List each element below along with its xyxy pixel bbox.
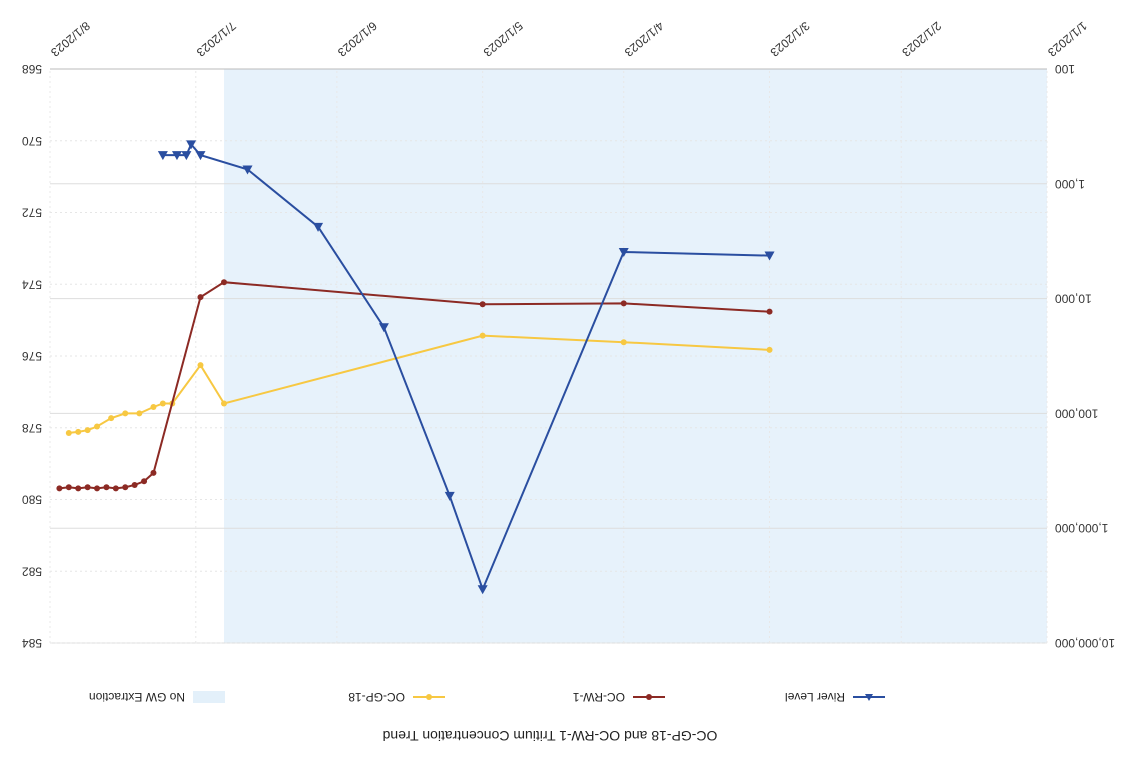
right-tick-label: 582 xyxy=(22,564,42,578)
right-tick-label: 576 xyxy=(22,349,42,363)
data-point xyxy=(141,478,148,485)
x-tick-label: 4/1/2023 xyxy=(622,19,667,60)
right-tick-label: 568 xyxy=(22,62,42,76)
legend-label: OC-GP-18 xyxy=(348,690,405,704)
data-point xyxy=(477,585,488,595)
data-point xyxy=(618,247,629,257)
data-point xyxy=(197,294,204,301)
data-point xyxy=(221,400,228,407)
data-point xyxy=(479,332,486,339)
x-tick-label: 1/1/2023 xyxy=(1045,19,1090,60)
legend-marker xyxy=(865,694,873,701)
data-point xyxy=(56,485,63,492)
data-point xyxy=(764,251,775,261)
legend-marker xyxy=(426,694,432,700)
x-tick-label: 5/1/2023 xyxy=(480,19,525,60)
data-point xyxy=(103,484,110,491)
data-point xyxy=(75,428,82,435)
x-tick-label: 7/1/2023 xyxy=(194,19,239,60)
legend-marker xyxy=(646,694,652,700)
data-point xyxy=(242,165,253,175)
data-point xyxy=(171,151,182,161)
x-tick-label: 6/1/2023 xyxy=(335,19,380,60)
data-point xyxy=(197,362,204,369)
left-tick-label: 100 xyxy=(1055,62,1075,76)
data-point xyxy=(479,301,486,308)
legend-item-no-gw-extraction: No GW Extraction xyxy=(89,690,225,704)
data-point xyxy=(221,279,228,286)
left-tick-label: 10,000,000 xyxy=(1055,636,1115,650)
legend-label: River Level xyxy=(785,690,845,704)
data-point xyxy=(181,151,192,161)
data-point xyxy=(84,427,91,434)
data-point xyxy=(84,484,91,491)
right-tick-label: 578 xyxy=(22,421,42,435)
data-point xyxy=(122,410,129,417)
data-point xyxy=(131,481,138,488)
data-point xyxy=(766,346,773,353)
right-tick-label: 574 xyxy=(22,277,42,291)
data-point xyxy=(378,323,389,333)
chart-title: OC-GP-18 and OC-RW-1 Tritium Concentrati… xyxy=(383,728,718,744)
left-tick-label: 1,000 xyxy=(1055,177,1085,191)
data-point xyxy=(65,429,72,436)
legend-item-river-level: River Level xyxy=(785,690,885,704)
legend-item-oc-rw-1: OC-RW-1 xyxy=(572,690,665,704)
data-point xyxy=(150,404,157,411)
x-tick-label: 8/1/2023 xyxy=(48,19,93,60)
data-point xyxy=(186,140,197,150)
data-point xyxy=(75,485,82,492)
data-point xyxy=(313,222,324,232)
left-tick-label: 1,000,000 xyxy=(1055,521,1109,535)
data-point xyxy=(108,415,115,422)
right-tick-label: 580 xyxy=(22,493,42,507)
legend-swatch xyxy=(193,691,225,703)
data-point xyxy=(65,484,72,491)
data-point xyxy=(444,491,455,501)
legend-label: OC-RW-1 xyxy=(572,690,625,704)
series-line-oc-rw-1 xyxy=(59,281,770,490)
data-point xyxy=(150,469,157,476)
left-tick-label: 10,000 xyxy=(1055,292,1092,306)
data-point xyxy=(159,400,166,407)
legend-item-oc-gp-18: OC-GP-18 xyxy=(348,690,445,704)
right-tick-label: 572 xyxy=(22,206,42,220)
right-tick-label: 584 xyxy=(22,636,42,650)
series-river-level xyxy=(157,140,775,595)
left-tick-label: 100,000 xyxy=(1055,406,1099,420)
data-point xyxy=(122,484,129,491)
series-oc-rw-1 xyxy=(56,279,773,492)
data-point xyxy=(94,485,101,492)
data-point xyxy=(94,423,101,430)
x-tick-label: 2/1/2023 xyxy=(899,19,944,60)
legend: River Level OC-RW-1 OC-GP-18 No GW Extracti… xyxy=(89,690,885,704)
data-point xyxy=(157,151,168,161)
data-point xyxy=(620,339,627,346)
legend-label: No GW Extraction xyxy=(89,690,185,704)
data-point xyxy=(766,308,773,315)
x-tick-label: 3/1/2023 xyxy=(767,19,812,60)
right-tick-label: 570 xyxy=(22,134,42,148)
data-point xyxy=(195,151,206,161)
data-point xyxy=(620,300,627,307)
data-point xyxy=(136,410,143,417)
data-point xyxy=(112,485,119,492)
